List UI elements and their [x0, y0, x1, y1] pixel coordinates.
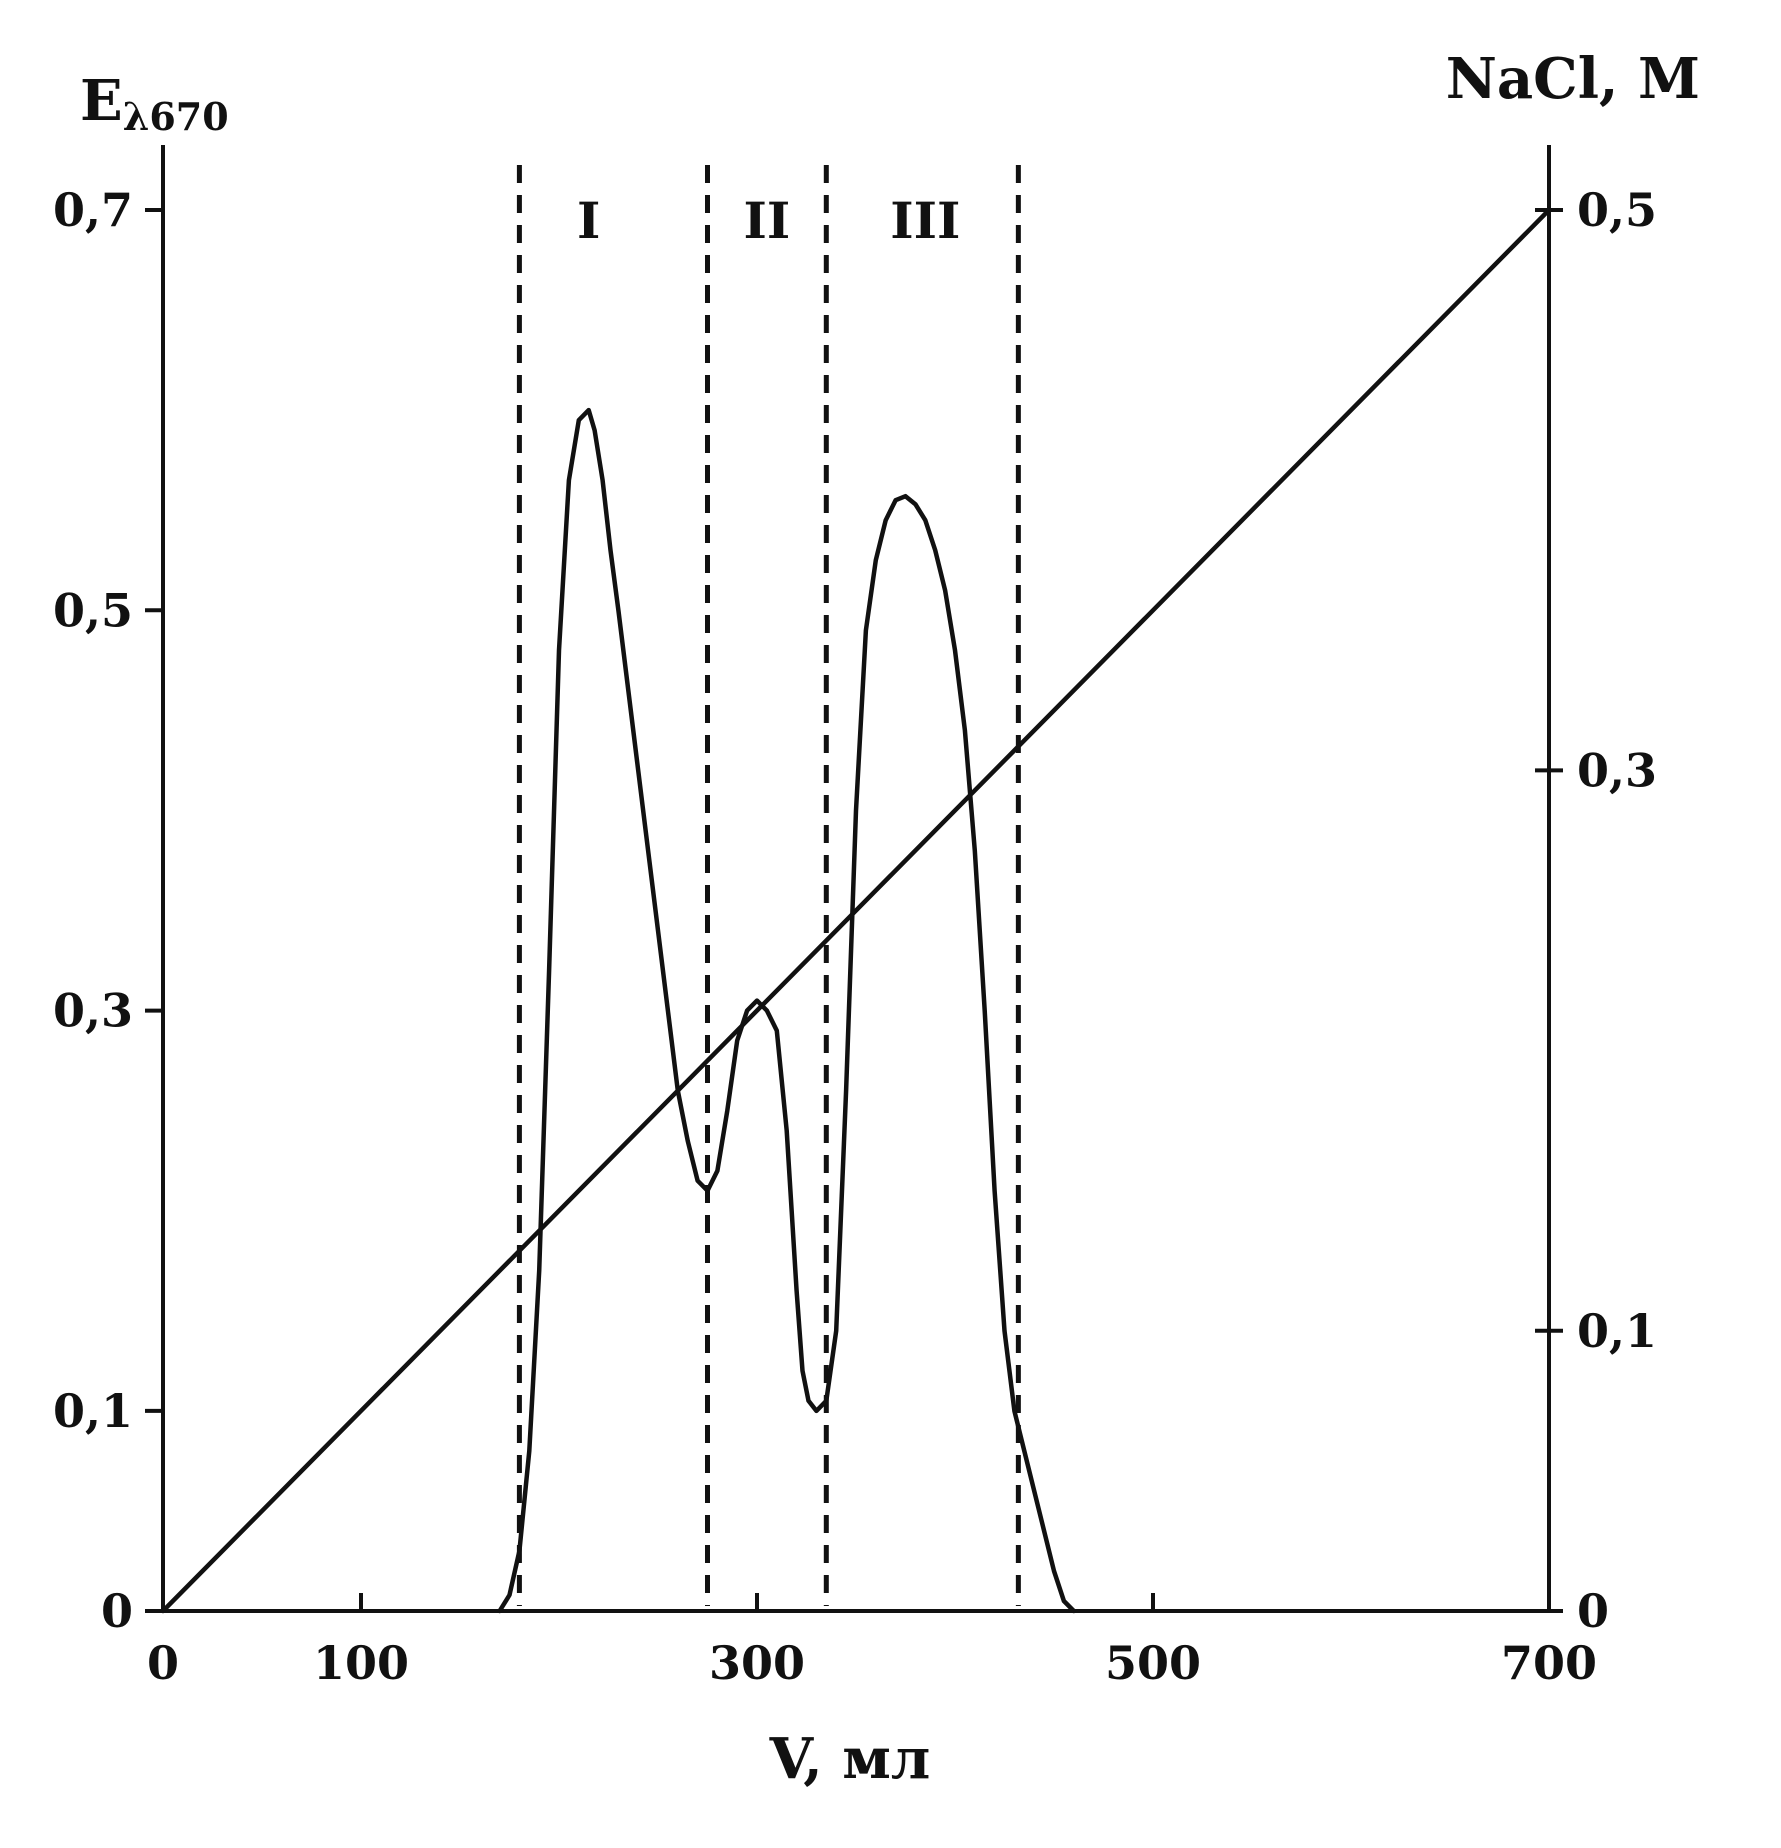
x-tick-label: 100	[313, 1636, 409, 1690]
fraction-labels: I II III	[577, 191, 960, 250]
y-left-tick-label: 0,1	[53, 1384, 133, 1438]
x-tick-label: 700	[1501, 1636, 1597, 1690]
absorbance-curve	[497, 407, 1077, 1614]
y-left-axis-title: Eλ670	[80, 68, 229, 139]
y-left-tick-label: 0,3	[53, 984, 133, 1038]
x-axis-title: V, мл	[769, 1726, 931, 1792]
nacl-gradient-line	[160, 207, 1552, 1614]
y-left-axis-title-main: E	[80, 68, 123, 134]
series	[160, 207, 1552, 1614]
y-left-axis-title-sub: λ670	[123, 94, 229, 139]
fraction-label: III	[890, 191, 960, 250]
x-tick-label: 500	[1105, 1636, 1201, 1690]
y-left-tick-label: 0,7	[53, 183, 133, 237]
fraction-dividers	[516, 165, 1021, 1606]
y-right-tick-label: 0,3	[1577, 743, 1657, 797]
y-right-tick-label: 0,5	[1577, 183, 1657, 237]
x-tick-label: 0	[147, 1636, 179, 1690]
x-tick-label: 300	[709, 1636, 805, 1690]
axes	[161, 145, 1551, 1613]
y-right-tick-label: 0	[1577, 1584, 1609, 1638]
y-right-axis-title: NaCl, M	[1446, 46, 1700, 112]
fraction-label: I	[577, 191, 600, 250]
fraction-label: II	[744, 191, 791, 250]
y-right-tick-label: 0,1	[1577, 1304, 1657, 1358]
y-left-tick-label: 0,5	[53, 583, 133, 637]
y-left-tick-label: 0	[101, 1584, 133, 1638]
